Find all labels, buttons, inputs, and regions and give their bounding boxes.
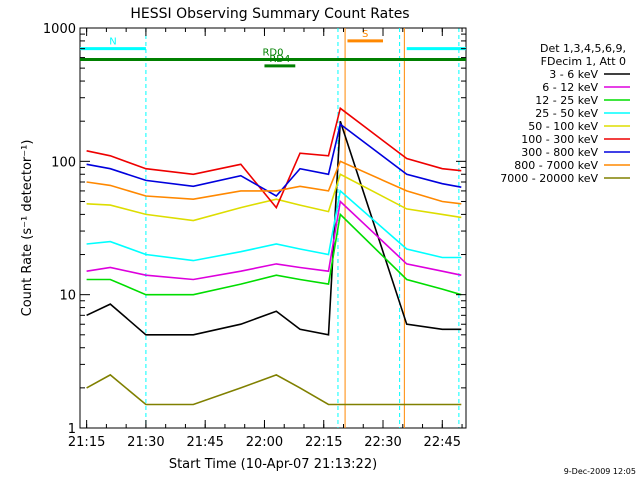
annotation-label-0: N — [109, 37, 116, 48]
annotation-label-1: S — [362, 29, 368, 40]
legend-label-4: 50 - 100 keV — [528, 120, 598, 133]
series-line-6 — [86, 122, 462, 198]
axes-layer: 21:15 21:30 21:45 22:00 22:15 22:30 22:45 1 10 10… — [43, 22, 466, 450]
legend-label-7: 800 - 7000 keV — [514, 159, 598, 172]
x-tick-label-5: 22:30 — [364, 435, 401, 450]
y-tick-label-2: 100 — [51, 155, 76, 170]
y-axis-label: Count Rate (s⁻¹ detector⁻¹) — [20, 140, 35, 317]
legend-label-0: 3 - 6 keV — [549, 68, 598, 81]
footer-date: 9-Dec-2009 12:05 — [564, 467, 636, 476]
x-tick-label-0: 21:15 — [68, 435, 105, 450]
series-layer — [86, 106, 462, 406]
legend-label-8: 7000 - 20000 keV — [500, 172, 598, 185]
series-line-7 — [86, 160, 462, 205]
plot-frame — [79, 27, 467, 429]
x-tick-label-2: 21:45 — [186, 435, 223, 450]
legend-label-1: 6 - 12 keV — [542, 81, 598, 94]
x-tick-label-1: 21:30 — [127, 435, 164, 450]
legend-header-0: Det 1,3,4,5,6,9, — [540, 42, 626, 55]
series-line-5 — [86, 106, 462, 210]
chart-title: HESSI Observing Summary Count Rates — [130, 6, 409, 22]
x-tick-label-3: 22:00 — [246, 435, 283, 450]
legend-label-5: 100 - 300 keV — [521, 133, 598, 146]
series-line-2 — [86, 212, 462, 296]
y-tick-label-3: 1000 — [43, 22, 76, 37]
series-line-3 — [86, 189, 462, 262]
legend-label-6: 300 - 800 keV — [521, 146, 598, 159]
legend-label-2: 12 - 25 keV — [535, 94, 598, 107]
series-line-4 — [86, 173, 462, 222]
x-tick-label-6: 22:45 — [424, 435, 461, 450]
annotation-label-3: RD0 — [262, 48, 283, 59]
series-line-0 — [86, 120, 462, 336]
y-tick-label-0: 1 — [68, 422, 76, 437]
annotation-label-4: RD4 — [269, 54, 290, 65]
legend-header-1: FDecim 1, Att 0 — [541, 55, 626, 68]
series-line-8 — [86, 373, 462, 406]
series-line-1 — [86, 199, 462, 281]
x-axis-label: Start Time (10-Apr-07 21:13:22) — [169, 457, 377, 472]
x-tick-label-4: 22:15 — [305, 435, 342, 450]
y-tick-label-1: 10 — [59, 289, 76, 304]
vertical-markers — [145, 28, 460, 428]
legend: Det 1,3,4,5,6,9,FDecim 1, Att 03 - 6 keV… — [500, 42, 630, 185]
legend-label-3: 25 - 50 keV — [535, 107, 598, 120]
